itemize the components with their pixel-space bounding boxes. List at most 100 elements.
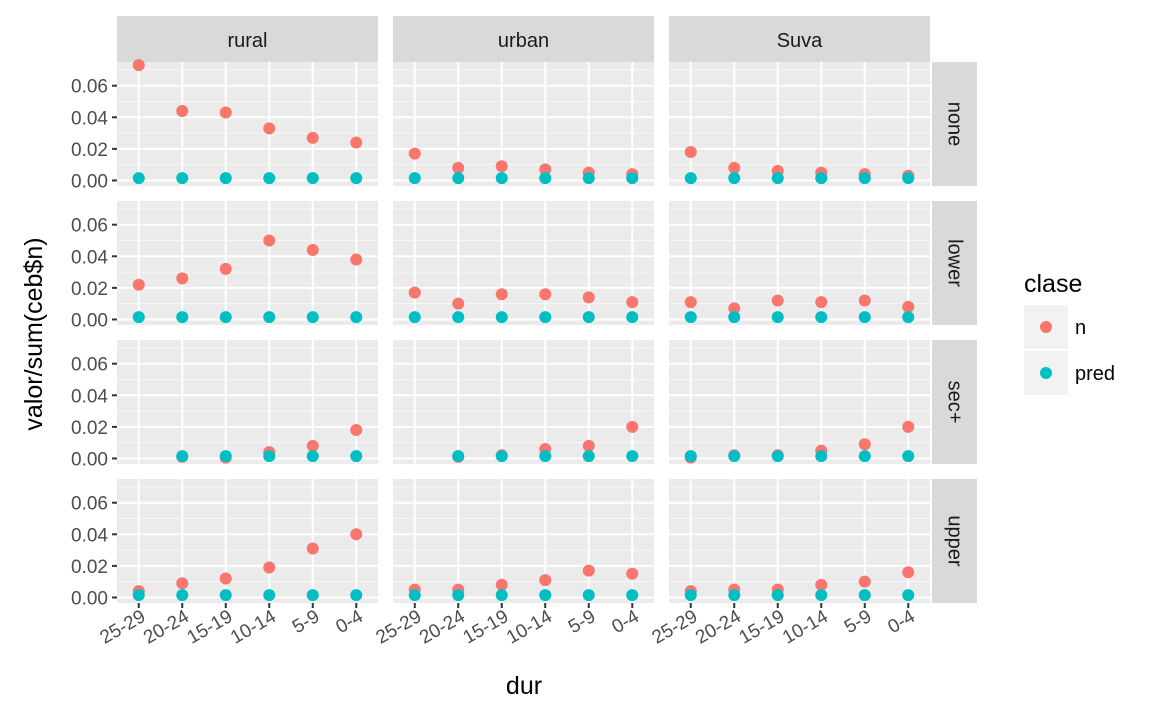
point-n-rural-none <box>263 122 276 135</box>
point-n-rural-upper <box>176 577 189 590</box>
point-pred-urban-upper <box>582 589 595 602</box>
point-pred-urban-none <box>495 172 508 185</box>
point-n-urban-lower <box>626 296 639 309</box>
x-tick-label: 0-4 <box>608 606 643 638</box>
legend-label: n <box>1075 317 1086 339</box>
point-pred-urban-upper <box>452 589 465 602</box>
x-axis-title: dur <box>506 672 542 700</box>
y-tick-label: 0.00 <box>71 171 108 192</box>
legend-symbol-pred <box>1040 367 1052 379</box>
point-n-rural-none <box>176 104 189 117</box>
point-pred-urban-upper <box>408 589 421 602</box>
x-tick-label: 5-9 <box>289 606 323 638</box>
x-tick-label: 10-14 <box>779 606 832 649</box>
point-pred-urban-upper <box>539 589 552 602</box>
facet-strip-label: upper <box>944 515 966 566</box>
point-pred-rural-secplus <box>219 450 232 463</box>
point-pred-suva-none <box>858 172 871 185</box>
point-pred-suva-secplus <box>858 450 871 463</box>
y-tick-label: 0.02 <box>71 418 108 439</box>
legend-label: pred <box>1075 363 1115 385</box>
x-tick-label: 15-19 <box>736 606 789 648</box>
y-tick-label: 0.02 <box>71 140 108 161</box>
point-n-suva-upper <box>902 566 915 579</box>
points-layer <box>132 59 915 602</box>
point-n-urban-lower <box>495 288 508 301</box>
facet-strip-label: none <box>944 102 966 147</box>
point-n-urban-lower <box>582 291 595 304</box>
point-pred-suva-secplus <box>684 450 697 463</box>
panel-background <box>117 201 378 325</box>
point-pred-suva-upper <box>815 589 828 602</box>
x-tick-label: 10-14 <box>227 606 280 649</box>
point-n-rural-lower <box>306 243 319 256</box>
point-pred-suva-none <box>771 172 784 185</box>
y-tick-label: 0.04 <box>71 108 108 129</box>
point-pred-urban-upper <box>495 589 508 602</box>
point-pred-urban-lower <box>408 311 421 324</box>
x-tick-label: 10-14 <box>503 606 556 649</box>
y-tick-label: 0.06 <box>71 494 108 515</box>
panel-background <box>393 340 654 464</box>
point-pred-suva-none <box>728 172 741 185</box>
point-n-urban-lower <box>408 286 421 299</box>
y-tick-label: 0.02 <box>71 279 108 300</box>
panel-background <box>393 62 654 186</box>
point-pred-rural-none <box>132 172 145 185</box>
point-pred-rural-none <box>176 172 189 185</box>
point-pred-suva-secplus <box>728 450 741 463</box>
y-tick-label: 0.06 <box>71 216 108 237</box>
point-pred-suva-lower <box>771 311 784 324</box>
point-pred-urban-lower <box>452 311 465 324</box>
point-pred-urban-lower <box>539 311 552 324</box>
y-tick-label: 0.02 <box>71 557 108 578</box>
point-pred-suva-lower <box>684 311 697 324</box>
x-tick-label: 15-19 <box>184 606 237 648</box>
point-pred-urban-none <box>626 172 639 185</box>
point-n-urban-upper <box>626 567 639 580</box>
panel-background <box>117 62 378 186</box>
x-tick-label: 25-29 <box>373 606 426 648</box>
legend-symbol-n <box>1040 321 1052 333</box>
point-n-urban-none <box>452 161 465 174</box>
legend-title: clase <box>1024 270 1082 298</box>
y-tick-label: 0.06 <box>71 355 108 376</box>
point-pred-suva-upper <box>771 589 784 602</box>
x-tick-label: 5-9 <box>565 606 599 638</box>
y-tick-label: 0.04 <box>71 247 108 268</box>
facet-strip-none <box>932 62 977 186</box>
facet-strip-label: rural <box>227 30 267 52</box>
point-pred-suva-secplus <box>815 450 828 463</box>
point-n-suva-none <box>684 146 697 159</box>
point-n-urban-none <box>408 147 421 160</box>
point-pred-rural-upper <box>306 589 319 602</box>
point-n-suva-lower <box>728 302 741 315</box>
point-n-rural-upper <box>306 542 319 555</box>
point-n-rural-secplus <box>306 439 319 452</box>
point-n-suva-none <box>728 161 741 174</box>
point-pred-rural-upper <box>132 589 145 602</box>
point-n-rural-upper <box>263 561 276 574</box>
y-tick-label: 0.06 <box>71 77 108 98</box>
point-pred-suva-none <box>815 172 828 185</box>
legend-items: n pred <box>1024 305 1115 395</box>
point-pred-suva-none <box>902 172 915 185</box>
point-n-urban-secplus <box>626 420 639 433</box>
facet-strip-label: Suva <box>777 30 823 52</box>
point-n-rural-upper <box>350 528 363 541</box>
y-tick-label: 0.04 <box>71 386 108 407</box>
point-pred-urban-none <box>408 172 421 185</box>
point-pred-suva-lower <box>902 311 915 324</box>
point-n-suva-lower <box>684 296 697 309</box>
point-n-rural-lower <box>176 272 189 285</box>
point-n-urban-none <box>495 160 508 173</box>
panel-background <box>669 340 930 464</box>
point-n-rural-secplus <box>350 424 363 437</box>
point-pred-suva-upper <box>684 589 697 602</box>
panel-background <box>669 201 930 325</box>
point-pred-rural-none <box>219 172 232 185</box>
facet-strip-lower <box>932 201 977 325</box>
point-n-rural-none <box>306 131 319 144</box>
point-pred-rural-upper <box>350 589 363 602</box>
